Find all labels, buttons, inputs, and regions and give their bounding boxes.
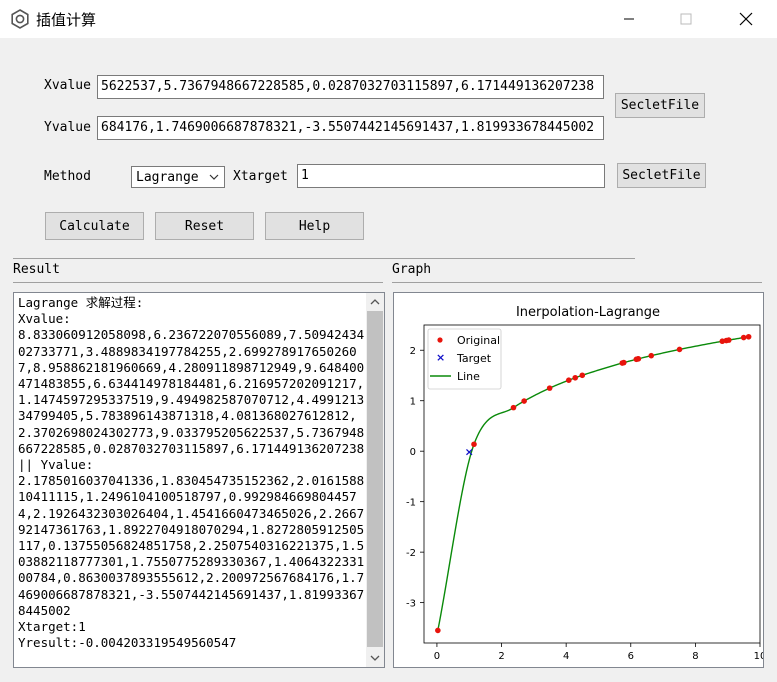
legend-target-label: Target bbox=[456, 352, 492, 365]
chevron-down-icon bbox=[209, 174, 219, 180]
original-point bbox=[633, 356, 640, 363]
graph-panel: Inerpolation-Lagrange 0246810210-1-2-3 ×… bbox=[393, 292, 766, 668]
method-selected-value: Lagrange bbox=[136, 169, 199, 185]
x-tick-label: 6 bbox=[628, 651, 634, 662]
chart-legend: Original × Target Line bbox=[427, 328, 502, 390]
graph-divider bbox=[392, 282, 762, 283]
result-textarea[interactable]: Lagrange 求解过程: Xvalue: 8.833060912058098… bbox=[13, 292, 385, 668]
help-button[interactable]: Help bbox=[265, 212, 364, 240]
section-divider bbox=[13, 258, 635, 259]
y-tick-label: 1 bbox=[410, 397, 416, 408]
select-file-button-target[interactable]: SecletFile bbox=[617, 163, 706, 188]
result-text: Lagrange 求解过程: Xvalue: 8.833060912058098… bbox=[18, 295, 365, 651]
original-point bbox=[745, 333, 752, 340]
original-point bbox=[676, 346, 683, 353]
xvalue-input[interactable]: 5622537,5.7367948667228585,0.02870327031… bbox=[97, 75, 604, 99]
maximize-button[interactable] bbox=[663, 0, 709, 38]
original-point bbox=[565, 377, 572, 383]
reset-button[interactable]: Reset bbox=[155, 212, 254, 240]
original-point bbox=[648, 352, 655, 359]
select-file-button-values[interactable]: SecletFile bbox=[615, 93, 705, 118]
maximize-icon bbox=[680, 13, 692, 25]
original-point bbox=[619, 360, 626, 366]
y-tick-label: -1 bbox=[406, 498, 416, 509]
calculate-button[interactable]: Calculate bbox=[45, 212, 144, 240]
result-scrollbar[interactable] bbox=[366, 293, 384, 667]
target-point: × bbox=[465, 445, 474, 458]
app-gear-icon bbox=[11, 9, 29, 29]
close-button[interactable] bbox=[723, 0, 769, 38]
original-point bbox=[579, 372, 586, 379]
original-point bbox=[510, 404, 517, 411]
yvalue-input[interactable]: 684176,1.7469006687878321,-3.55074421456… bbox=[97, 116, 604, 140]
y-tick-label: -3 bbox=[406, 599, 416, 610]
close-icon bbox=[739, 12, 753, 26]
legend-target-marker: × bbox=[436, 351, 445, 364]
y-tick-label: 0 bbox=[410, 447, 416, 458]
original-point bbox=[435, 627, 441, 634]
legend-original-marker bbox=[437, 337, 443, 343]
original-point bbox=[572, 374, 579, 381]
method-label: Method bbox=[44, 169, 91, 184]
chevron-up-icon bbox=[370, 299, 380, 305]
scroll-thumb[interactable] bbox=[367, 311, 383, 647]
chart-title: Inerpolation-Lagrange bbox=[516, 305, 660, 320]
x-tick-label: 10 bbox=[754, 651, 763, 662]
chevron-down-icon bbox=[370, 655, 380, 661]
scroll-up-button[interactable] bbox=[366, 293, 384, 311]
minimize-button[interactable] bbox=[606, 0, 652, 38]
x-tick-label: 2 bbox=[498, 651, 504, 662]
original-point bbox=[471, 441, 477, 448]
y-tick-label: -2 bbox=[406, 548, 416, 559]
result-section-label: Result bbox=[13, 262, 60, 277]
original-point bbox=[521, 398, 527, 404]
graph-section-label: Graph bbox=[392, 262, 432, 277]
xtarget-label: Xtarget bbox=[233, 169, 288, 184]
legend-line-label: Line bbox=[457, 370, 480, 383]
result-divider bbox=[13, 282, 383, 283]
original-point bbox=[740, 334, 747, 341]
xvalue-label: Xvalue bbox=[44, 78, 91, 93]
original-point bbox=[725, 337, 732, 343]
legend-original-label: Original bbox=[457, 334, 500, 347]
method-select[interactable]: Lagrange bbox=[131, 166, 225, 188]
original-point bbox=[546, 385, 553, 391]
yvalue-label: Yvalue bbox=[44, 120, 91, 135]
minimize-icon bbox=[624, 18, 634, 20]
y-tick-label: 2 bbox=[410, 346, 416, 357]
scroll-down-button[interactable] bbox=[366, 649, 384, 667]
x-tick-label: 0 bbox=[434, 651, 440, 662]
window-title: 插值计算 bbox=[36, 11, 97, 29]
xtarget-input[interactable]: 1 bbox=[297, 164, 605, 188]
x-tick-label: 8 bbox=[692, 651, 698, 662]
title-bar: 插值计算 bbox=[0, 0, 777, 38]
x-tick-label: 4 bbox=[563, 651, 569, 662]
interpolation-chart: Inerpolation-Lagrange 0246810210-1-2-3 ×… bbox=[406, 305, 766, 662]
